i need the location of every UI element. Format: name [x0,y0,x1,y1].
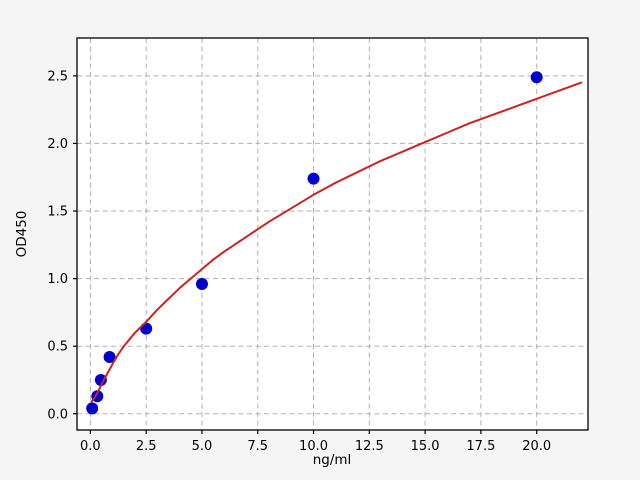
x-tick-label: 7.5 [247,439,268,454]
x-tick-label: 5.0 [192,439,213,454]
plot-area-background [77,38,588,430]
data-point-marker [103,351,116,364]
x-tick-label: 12.5 [355,439,384,454]
x-axis-label: ng/ml [313,452,352,468]
y-axis-label: OD450 [14,211,30,258]
x-tick-label: 2.5 [136,439,157,454]
axis-ticks [73,75,538,434]
y-tick-label: 2.5 [47,69,68,84]
data-point-marker [86,402,99,415]
tick-labels: 0.0 2.5 5.0 7.5 10.0 12.5 15.0 17.5 20.0 0.0 0.5 1.… [47,69,551,454]
data-point-marker [195,278,208,291]
y-tick-label: 1.0 [47,272,68,287]
x-tick-label: 20.0 [522,439,551,454]
data-series [86,71,583,415]
y-tick-label: 0.0 [47,407,68,422]
x-tick-label: 0.0 [80,439,101,454]
grid-lines [77,38,588,430]
y-tick-label: 2.0 [47,137,68,152]
x-tick-label: 15.0 [411,439,440,454]
data-point-marker [140,322,153,335]
data-point-marker [307,172,320,185]
y-tick-label: 1.5 [47,205,68,220]
fit-curve-line [90,81,583,403]
plot-frame [76,37,589,431]
x-tick-label: 17.5 [466,439,495,454]
x-tick-label: 10.0 [299,439,328,454]
data-point-marker [530,71,543,84]
data-point-marker [94,373,107,386]
y-tick-label: 0.5 [47,340,68,355]
